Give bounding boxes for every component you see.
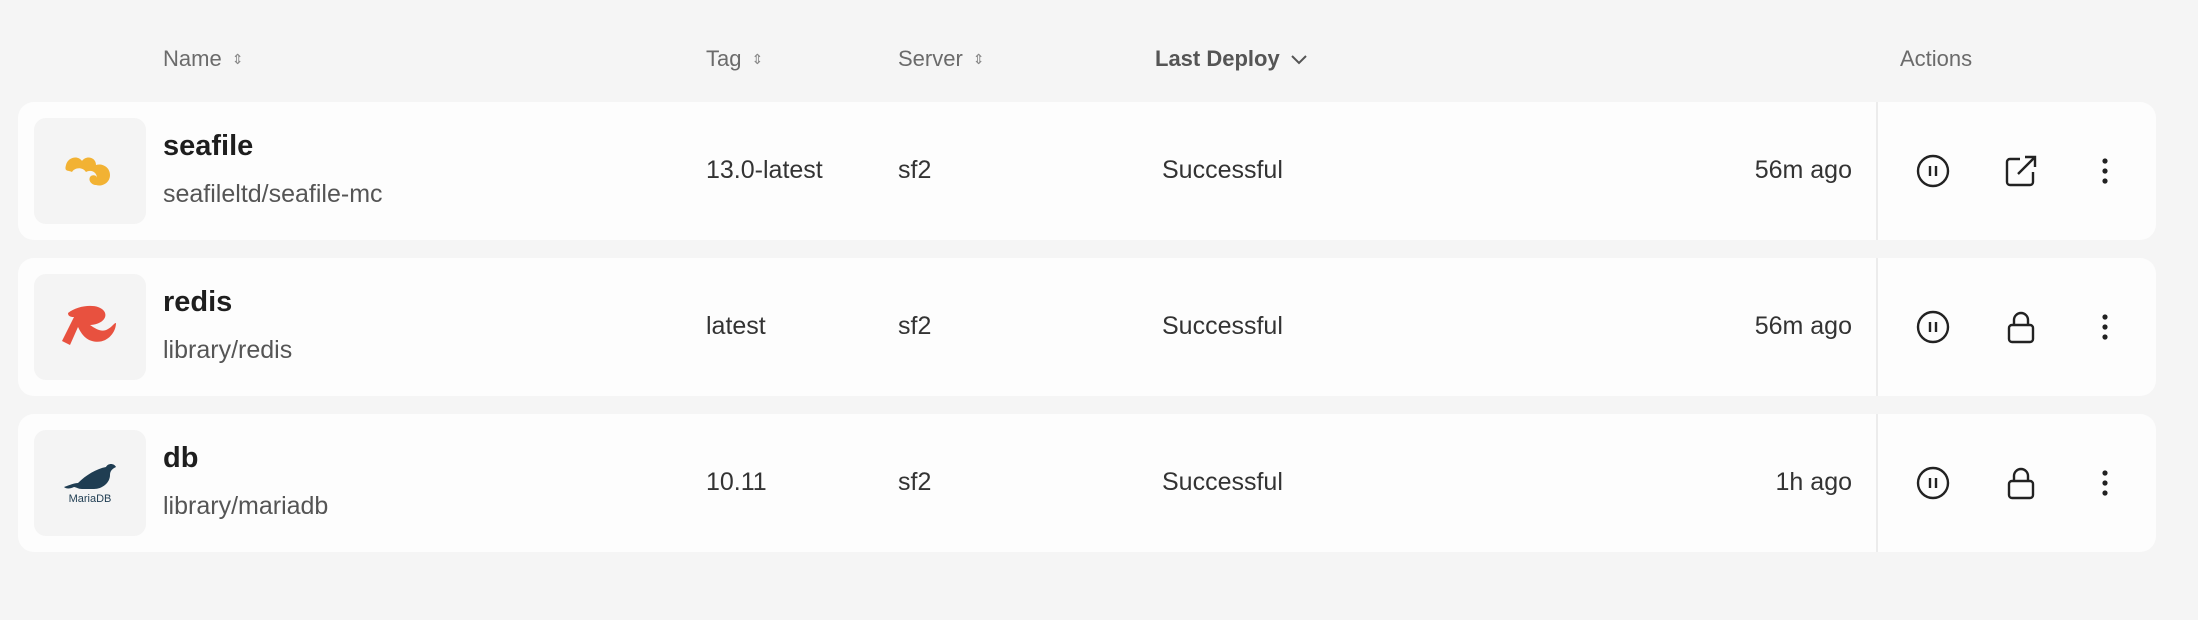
lock-icon [2007, 311, 2035, 344]
container-name[interactable]: db [163, 442, 199, 474]
server-cell: sf2 [898, 312, 932, 340]
column-header-server[interactable]: Server ⇕ [898, 44, 985, 74]
chevron-down-icon [1290, 55, 1307, 65]
divider [1876, 414, 1878, 552]
table-row[interactable]: redis library/redis latest sf2 Successfu… [18, 258, 2156, 396]
more-options-button[interactable] [2085, 463, 2125, 503]
more-vertical-icon [2102, 470, 2108, 496]
time-cell: 56m ago [1754, 156, 1852, 184]
container-image: seafileltd/seafile-mc [163, 180, 383, 208]
column-label: Tag [706, 46, 742, 71]
lock-icon [2007, 467, 2035, 500]
seafile-logo [34, 118, 146, 224]
mariadb-logo-text: MariaDB [68, 493, 112, 505]
column-label: Name [163, 46, 222, 71]
pause-icon [1916, 154, 1950, 188]
column-header-name[interactable]: Name ⇕ [163, 44, 243, 74]
status-cell: Successful [1162, 312, 1283, 340]
container-name[interactable]: seafile [163, 130, 254, 162]
divider [1876, 258, 1878, 396]
column-header-tag[interactable]: Tag ⇕ [706, 44, 763, 74]
container-image: library/mariadb [163, 492, 329, 520]
sort-icon: ⇕ [972, 50, 985, 67]
pause-icon [1916, 466, 1950, 500]
pause-button[interactable] [1913, 307, 1953, 347]
more-options-button[interactable] [2085, 151, 2125, 191]
column-label: Last Deploy [1155, 46, 1280, 71]
tag-cell: 10.11 [706, 468, 767, 496]
table-row[interactable]: seafile seafileltd/seafile-mc 13.0-lates… [18, 102, 2156, 240]
server-cell: sf2 [898, 468, 932, 496]
mariadb-logo: MariaDB [34, 430, 146, 536]
divider [1876, 102, 1878, 240]
pause-icon [1916, 310, 1950, 344]
time-cell: 56m ago [1754, 312, 1852, 340]
more-options-button[interactable] [2085, 307, 2125, 347]
container-name[interactable]: redis [163, 286, 233, 318]
column-label: Actions [1900, 46, 1973, 71]
external-link-icon [2005, 155, 2037, 187]
sort-icon: ⇕ [231, 50, 244, 67]
time-cell: 1h ago [1775, 468, 1852, 496]
pause-button[interactable] [1913, 151, 1953, 191]
tag-cell: 13.0-latest [706, 156, 823, 184]
lock-button[interactable] [2001, 307, 2041, 347]
status-cell: Successful [1162, 156, 1283, 184]
column-header-last-deploy[interactable]: Last Deploy [1155, 44, 1308, 74]
sort-icon: ⇕ [751, 50, 764, 67]
more-vertical-icon [2102, 158, 2108, 184]
pause-button[interactable] [1913, 463, 1953, 503]
table-row[interactable]: MariaDB db library/mariadb 10.11 sf2 Suc… [18, 414, 2156, 552]
status-cell: Successful [1162, 468, 1283, 496]
container-image: library/redis [163, 336, 293, 364]
server-cell: sf2 [898, 156, 932, 184]
tag-cell: latest [706, 312, 766, 340]
lock-button[interactable] [2001, 463, 2041, 503]
redis-logo [34, 274, 146, 380]
column-label: Server [898, 46, 963, 71]
open-external-button[interactable] [2001, 151, 2041, 191]
more-vertical-icon [2102, 314, 2108, 340]
column-header-actions: Actions [1900, 44, 1972, 74]
